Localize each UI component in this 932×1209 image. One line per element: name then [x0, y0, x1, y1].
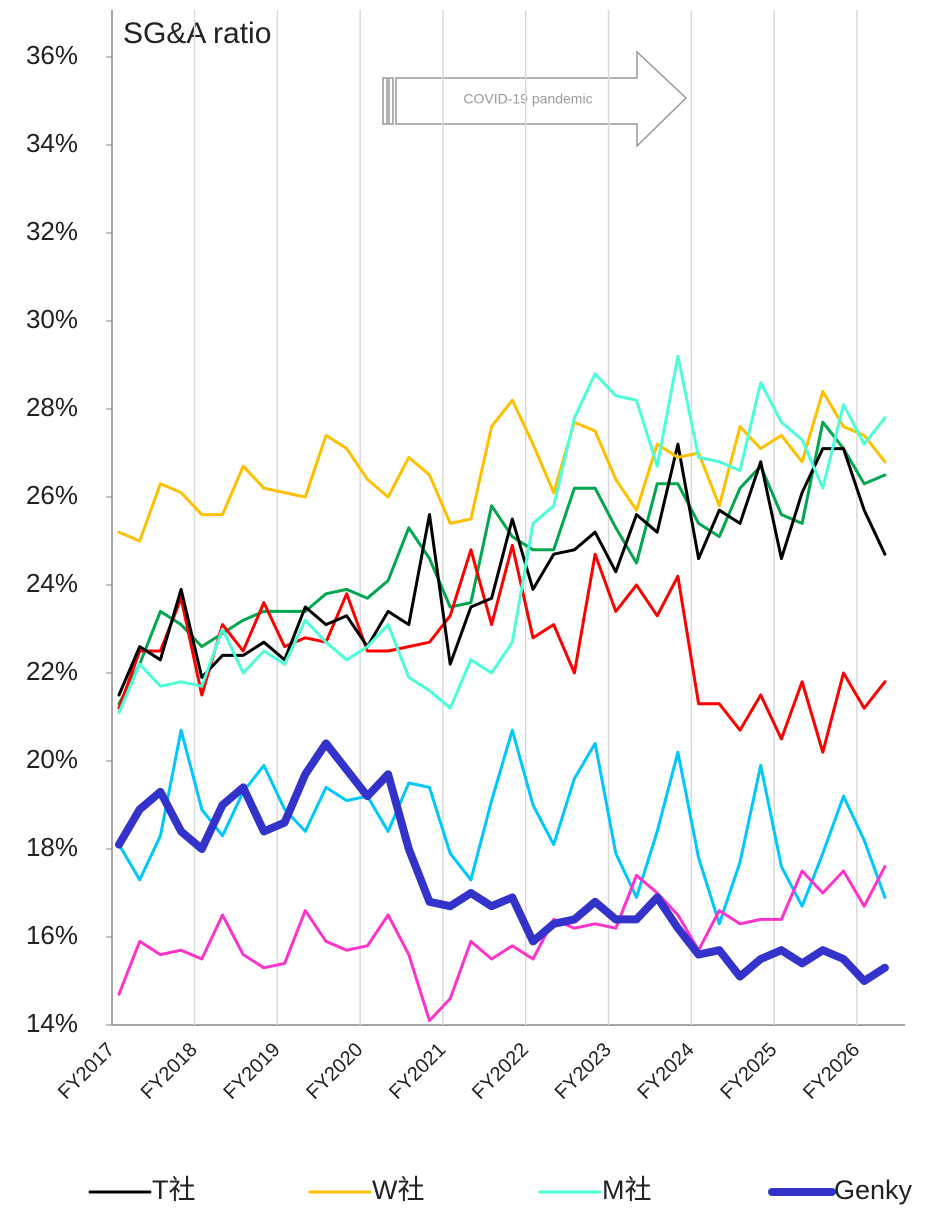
- x-tick-label: FY2019: [220, 1039, 285, 1104]
- y-tick-label: 20%: [26, 744, 78, 774]
- series-line: [115, 739, 889, 985]
- y-tick-label: 24%: [26, 568, 78, 598]
- x-tick-label: FY2025: [716, 1039, 781, 1104]
- x-tick-label: FY2024: [634, 1039, 699, 1104]
- y-tick-label: 34%: [26, 128, 78, 158]
- series-line: [117, 354, 887, 715]
- x-tick-label: FY2017: [54, 1039, 119, 1104]
- covid-arrow: [382, 50, 688, 148]
- y-tick-label: 18%: [26, 832, 78, 862]
- y-tick-label: 32%: [26, 216, 78, 246]
- chart-title: SG&A ratio: [123, 17, 271, 50]
- legend-label: M社: [602, 1175, 652, 1205]
- x-tick-label: FY2022: [468, 1039, 533, 1104]
- series-line: [117, 543, 887, 754]
- y-tick-label: 14%: [26, 1008, 78, 1038]
- x-tick-label: FY2020: [302, 1039, 367, 1104]
- series-line: [117, 728, 887, 926]
- legend-label: Genky: [834, 1175, 913, 1205]
- y-tick-label: 16%: [26, 920, 78, 950]
- y-tick-label: 28%: [26, 392, 78, 422]
- x-tick-label: FY2021: [385, 1039, 450, 1104]
- y-tick-label: 30%: [26, 304, 78, 334]
- y-tick-label: 36%: [26, 40, 78, 70]
- series-line: [117, 389, 887, 543]
- legend-label: W社: [372, 1175, 424, 1205]
- y-tick-label: 22%: [26, 656, 78, 686]
- series-line: [117, 865, 887, 1023]
- y-tick-label: 26%: [26, 480, 78, 510]
- x-tick-label: FY2023: [551, 1039, 616, 1104]
- legend-label: T社: [152, 1175, 196, 1205]
- series-line: [117, 442, 887, 697]
- x-tick-label: FY2018: [137, 1039, 202, 1104]
- annotation: COVID-19 pandemic: [463, 91, 592, 107]
- x-tick-label: FY2026: [799, 1039, 864, 1104]
